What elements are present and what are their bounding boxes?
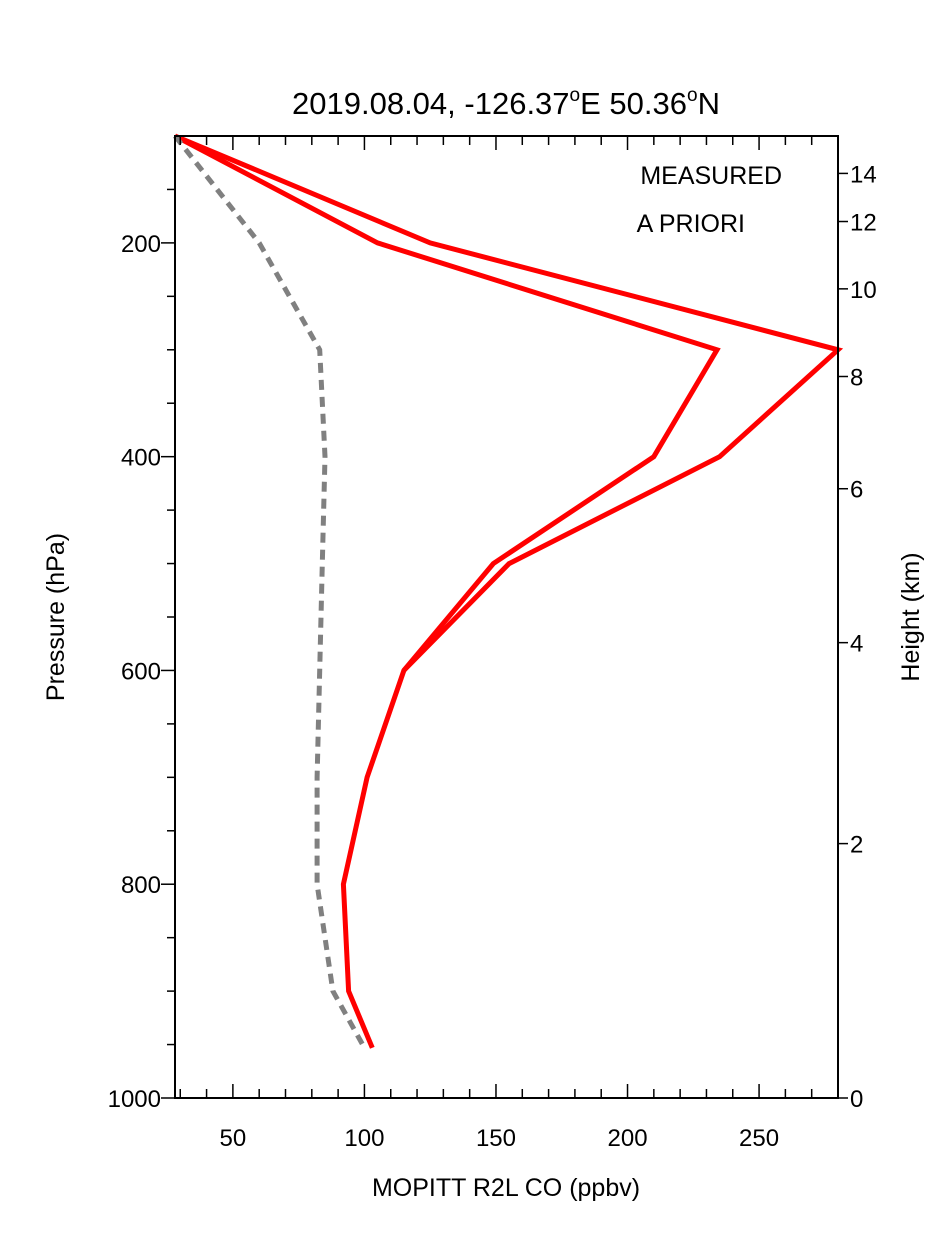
plot-frame (174, 135, 839, 1099)
y2-tick-label: 8 (850, 365, 863, 392)
y2-tick-label: 4 (850, 631, 863, 658)
y2-tick-label: 10 (850, 277, 877, 304)
x-tick-label: 50 (220, 1125, 247, 1152)
title-degree-lon: o (570, 85, 581, 106)
y-axis-label: Pressure (hPa) (42, 533, 70, 701)
y2-tick-label: 0 (850, 1086, 863, 1113)
legend-entry-measured: MEASURED (640, 162, 782, 190)
x-tick-label: 200 (608, 1125, 648, 1152)
x-axis-label: MOPITT R2L CO (ppbv) (372, 1174, 640, 1202)
series-line-0 (173, 133, 721, 1049)
y2-tick-label: 14 (850, 161, 877, 188)
x-tick-label: 100 (344, 1125, 384, 1152)
axes-layer: 50 100 150 200 250 200 400 600 800 1000 14 12 10 8 6 4 2… (108, 135, 877, 1152)
x-tick-label: 150 (476, 1125, 516, 1152)
chart-title: 2019.08.04, -126.37oE 50.36oN (292, 85, 720, 121)
chart-title-lat-unit: N (698, 86, 720, 121)
y2-tick-label: 2 (850, 832, 863, 859)
y-tick-label: 200 (121, 231, 161, 258)
y-tick-label: 800 (121, 872, 161, 899)
legend-entry-a-priori: A PRIORI (637, 210, 745, 238)
series-layer (173, 133, 844, 1050)
y2-tick-label: 6 (850, 477, 863, 504)
y-tick-label: 400 (121, 445, 161, 472)
series-line-2 (173, 134, 367, 1050)
series-line-1 (174, 133, 844, 673)
y2-axis-label: Height (km) (897, 552, 925, 681)
y-tick-label: 1000 (108, 1086, 161, 1113)
chart-title-lon-unit: E 50.36 (580, 86, 687, 121)
y2-tick-label: 12 (850, 210, 877, 237)
chart-title-main: 2019.08.04, -126.37 (292, 86, 570, 121)
title-degree-lat: o (687, 85, 698, 106)
x-tick-label: 250 (739, 1125, 779, 1152)
legend: MEASURED A PRIORI (637, 162, 782, 238)
y-tick-label: 600 (121, 658, 161, 685)
